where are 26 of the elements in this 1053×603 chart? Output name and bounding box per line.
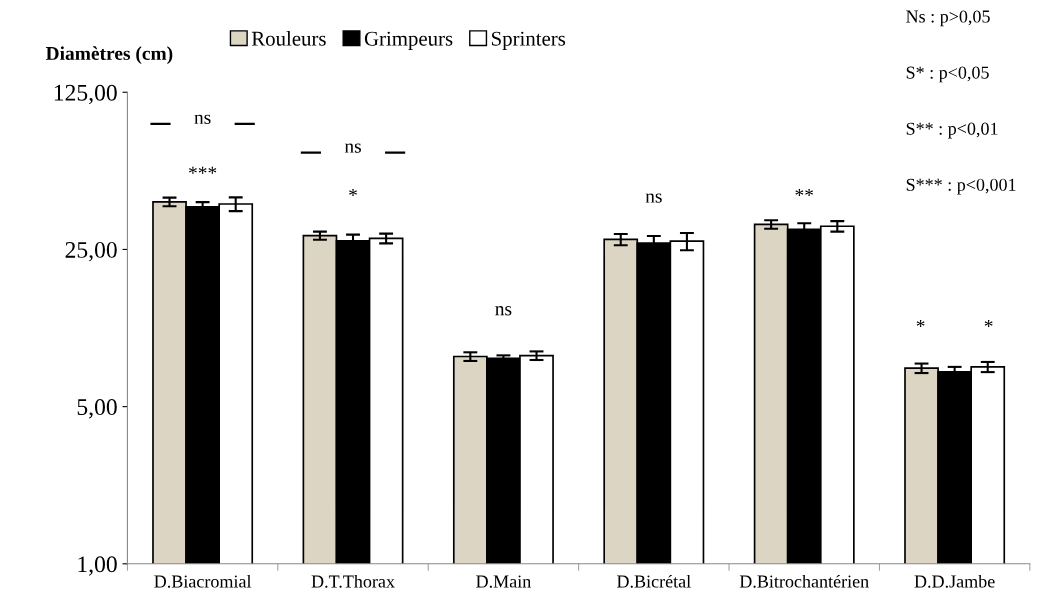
legend-label: Rouleurs bbox=[251, 31, 326, 46]
y-tick-label: 1,00 bbox=[78, 556, 117, 576]
x-tick-label: D.Biacromial bbox=[154, 574, 252, 588]
annotation: S*** : p<0,001 bbox=[906, 178, 1016, 195]
x-tick-label: D.Bitrochantérien bbox=[739, 574, 869, 588]
x-tick-label: D.Main bbox=[476, 575, 531, 588]
y-axis-title: Diamètres (cm) bbox=[45, 46, 173, 64]
annotation: * bbox=[349, 188, 357, 197]
text: S* : p<0,05 bbox=[906, 66, 989, 83]
x-tick-label: D.Bicrétal bbox=[616, 574, 691, 588]
y-tick-label: 5,00 bbox=[77, 399, 117, 419]
annotation: ** bbox=[795, 188, 814, 197]
annotation: ns bbox=[194, 114, 211, 124]
x-tick-label: D.T.Thorax bbox=[311, 574, 395, 588]
annotation: * * bbox=[916, 319, 993, 328]
annotation: *** bbox=[188, 166, 217, 174]
legend-label: Grimpeurs bbox=[364, 31, 453, 50]
annotation: ns bbox=[495, 306, 512, 316]
annotation: ns bbox=[344, 143, 361, 153]
annotation: S** : p<0,01 bbox=[906, 122, 998, 139]
legend-label: Sprinters bbox=[492, 31, 566, 50]
y-tick-label: 125,00 bbox=[54, 84, 117, 105]
text: Ns : p>0,05 bbox=[906, 10, 990, 27]
x-tick-label: D.D.Jambe bbox=[914, 574, 995, 588]
annotation: ns bbox=[645, 193, 662, 203]
y-tick-label: 25,00 bbox=[65, 241, 117, 262]
